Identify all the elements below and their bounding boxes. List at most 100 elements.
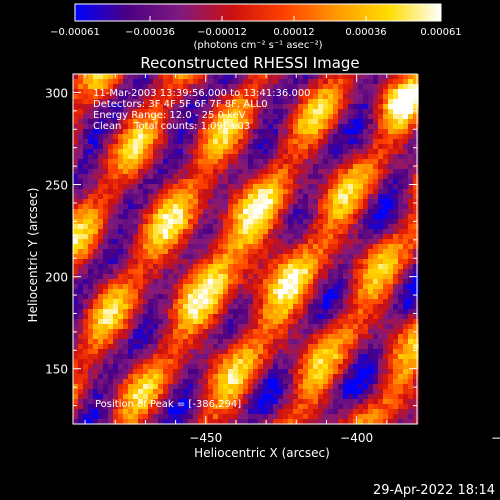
heatmap-pixel: [88, 344, 94, 350]
heatmap-pixel: [398, 414, 404, 420]
heatmap-pixel: [73, 214, 79, 220]
heatmap-pixel: [348, 149, 354, 155]
heatmap-pixel: [243, 219, 249, 225]
heatmap-pixel: [273, 299, 279, 305]
heatmap-pixel: [383, 269, 389, 275]
heatmap-pixel: [343, 289, 349, 295]
heatmap-pixel: [238, 419, 244, 425]
heatmap-pixel: [333, 174, 339, 180]
heatmap-pixel: [108, 294, 114, 300]
heatmap-pixel: [373, 304, 379, 310]
heatmap-pixel: [73, 204, 79, 210]
heatmap-pixel: [318, 319, 324, 325]
heatmap-pixel: [238, 309, 244, 315]
heatmap-pixel: [363, 294, 369, 300]
heatmap-pixel: [293, 239, 299, 245]
heatmap-pixel: [273, 399, 279, 405]
heatmap-pixel: [393, 219, 399, 225]
heatmap-pixel: [98, 299, 104, 305]
heatmap-pixel: [208, 309, 214, 315]
heatmap-pixel: [133, 129, 139, 135]
heatmap-pixel: [233, 284, 239, 290]
heatmap-pixel: [128, 99, 134, 105]
heatmap-pixel: [408, 159, 414, 165]
heatmap-pixel: [293, 214, 299, 220]
heatmap-pixel: [333, 219, 339, 225]
heatmap-pixel: [108, 174, 114, 180]
heatmap-pixel: [118, 189, 124, 195]
heatmap-pixel: [108, 384, 114, 390]
heatmap-pixel: [283, 174, 289, 180]
heatmap-pixel: [173, 269, 179, 275]
heatmap-pixel: [223, 329, 229, 335]
heatmap-pixel: [403, 384, 409, 390]
heatmap-pixel: [183, 354, 189, 360]
heatmap-pixel: [348, 174, 354, 180]
heatmap-pixel: [388, 274, 394, 280]
heatmap-pixel: [333, 299, 339, 305]
heatmap-pixel: [308, 384, 314, 390]
heatmap-pixel: [318, 384, 324, 390]
heatmap-pixel: [263, 179, 269, 185]
heatmap-pixel: [223, 74, 229, 80]
heatmap-pixel: [233, 194, 239, 200]
heatmap-pixel: [263, 109, 269, 115]
heatmap-pixel: [298, 249, 304, 255]
heatmap-pixel: [183, 149, 189, 155]
heatmap-pixel: [343, 419, 349, 425]
heatmap-pixel: [328, 334, 334, 340]
heatmap-pixel: [243, 249, 249, 255]
heatmap-pixel: [298, 214, 304, 220]
heatmap-pixel: [268, 224, 274, 230]
heatmap-pixel: [283, 249, 289, 255]
heatmap-pixel: [283, 374, 289, 380]
heatmap-pixel: [408, 239, 414, 245]
heatmap-pixel: [388, 194, 394, 200]
heatmap-pixel: [163, 419, 169, 425]
heatmap-pixel: [343, 104, 349, 110]
heatmap-pixel: [78, 254, 84, 260]
heatmap-pixel: [253, 89, 259, 95]
heatmap-pixel: [198, 224, 204, 230]
heatmap-pixel: [358, 104, 364, 110]
heatmap-pixel: [363, 189, 369, 195]
heatmap-pixel: [258, 329, 264, 335]
heatmap-pixel: [343, 189, 349, 195]
heatmap-pixel: [188, 364, 194, 370]
heatmap-pixel: [348, 294, 354, 300]
heatmap-pixel: [73, 229, 79, 235]
heatmap-pixel: [278, 224, 284, 230]
heatmap-pixel: [368, 104, 374, 110]
heatmap-pixel: [293, 369, 299, 375]
heatmap-pixel: [143, 124, 149, 130]
heatmap-pixel: [93, 359, 99, 365]
heatmap-pixel: [403, 324, 409, 330]
heatmap-pixel: [233, 349, 239, 355]
heatmap-pixel: [303, 374, 309, 380]
heatmap-pixel: [308, 134, 314, 140]
heatmap-pixel: [313, 74, 319, 80]
heatmap-pixel: [173, 309, 179, 315]
heatmap-pixel: [193, 224, 199, 230]
heatmap-pixel: [288, 104, 294, 110]
heatmap-pixel: [303, 89, 309, 95]
heatmap-pixel: [153, 414, 159, 420]
heatmap-pixel: [313, 354, 319, 360]
heatmap-pixel: [333, 159, 339, 165]
heatmap-pixel: [353, 229, 359, 235]
heatmap-pixel: [233, 389, 239, 395]
heatmap-pixel: [353, 324, 359, 330]
heatmap-pixel: [268, 234, 274, 240]
heatmap-pixel: [188, 124, 194, 130]
heatmap-pixel: [108, 219, 114, 225]
heatmap-pixel: [228, 239, 234, 245]
heatmap-pixel: [313, 149, 319, 155]
heatmap-pixel: [118, 369, 124, 375]
heatmap-pixel: [248, 259, 254, 265]
heatmap-pixel: [333, 259, 339, 265]
heatmap-pixel: [133, 124, 139, 130]
heatmap-pixel: [258, 269, 264, 275]
heatmap-pixel: [308, 114, 314, 120]
heatmap-pixel: [313, 324, 319, 330]
heatmap-pixel: [413, 174, 419, 180]
